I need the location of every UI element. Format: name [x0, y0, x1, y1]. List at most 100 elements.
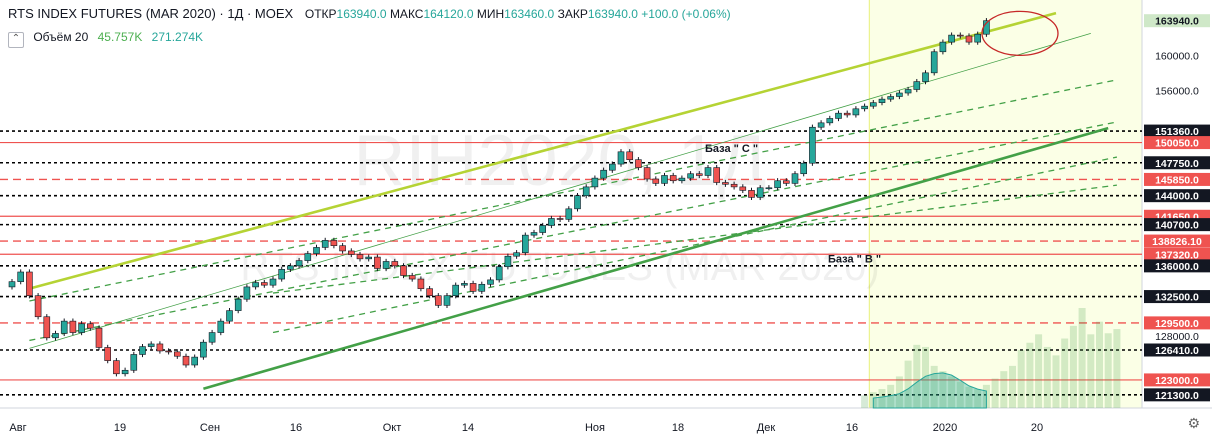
candle-body — [191, 356, 198, 366]
time-axis-label: 14 — [462, 422, 474, 434]
price-level-label: 138826.10 — [1152, 236, 1202, 248]
candle-body — [965, 35, 973, 43]
price-level-label: 150050.0 — [1155, 138, 1199, 150]
candle-body — [530, 232, 538, 236]
candle-body — [722, 182, 729, 185]
candle-body — [652, 178, 660, 184]
time-axis-label: Ноя — [585, 422, 605, 434]
volume-bar — [1061, 338, 1069, 408]
price-level-label: 163940.0 — [1155, 16, 1199, 28]
candle-body — [426, 288, 433, 296]
candle-body — [791, 173, 799, 184]
candle-body — [608, 163, 616, 171]
channel-lower-line — [203, 126, 1109, 390]
open-label: ОТКР — [304, 7, 337, 21]
price-level-label: 144000.0 — [1155, 191, 1199, 203]
base-c-label: База " С " — [705, 143, 758, 155]
price-level-tag — [1144, 14, 1210, 28]
price-level-tag — [1144, 156, 1210, 170]
candle-body — [896, 92, 903, 97]
candle-body — [539, 225, 547, 233]
price-level-label: 126410.0 — [1155, 345, 1199, 357]
base-b-label: База " В " — [828, 253, 881, 265]
volume-bar — [1043, 346, 1051, 408]
low-label: МИН — [476, 7, 505, 21]
price-level-tag — [1144, 172, 1210, 186]
price-level-tag — [1144, 373, 1210, 387]
candle-body — [826, 118, 834, 124]
time-axis-label: 18 — [672, 422, 684, 434]
volume-bar — [861, 395, 869, 408]
price-level-tag — [1144, 388, 1210, 402]
volume-bar — [1017, 350, 1025, 408]
volume-bar — [1078, 308, 1086, 408]
volume-label[interactable]: Объём 20 — [33, 30, 89, 44]
candle-body — [17, 271, 25, 282]
candle-body — [635, 159, 642, 168]
candle-body — [626, 151, 634, 160]
volume-bar — [895, 376, 903, 408]
candle-body — [26, 271, 33, 296]
candle-body — [234, 298, 242, 311]
price-level-label: 151360.0 — [1155, 126, 1199, 138]
price-level-label: 136000.0 — [1155, 261, 1199, 273]
candle-body — [678, 177, 686, 182]
candle-body — [869, 102, 877, 107]
volume-bar — [1104, 333, 1112, 408]
price-level-tag — [1144, 234, 1210, 248]
candle-body — [548, 218, 555, 226]
volume-bar — [939, 371, 947, 408]
volume-bar — [965, 386, 973, 408]
price-level-tag — [1144, 124, 1210, 138]
price-level-tag — [1144, 290, 1210, 304]
candle-body — [730, 183, 738, 188]
time-axis-label: Дек — [757, 422, 776, 434]
candle-body — [695, 173, 703, 176]
candle-body — [878, 98, 886, 103]
time-axis-label: 2020 — [933, 422, 957, 434]
candle-body — [582, 186, 590, 196]
candle-body — [365, 256, 373, 260]
candle-body — [617, 151, 625, 165]
candle-body — [147, 343, 155, 347]
candle-body — [887, 96, 895, 100]
volume-bar — [991, 378, 999, 408]
volume-bar — [948, 376, 956, 408]
candle-body — [34, 295, 42, 318]
candle-body — [417, 278, 425, 289]
candle-body — [800, 162, 808, 175]
candle-body — [95, 327, 103, 348]
volume-bar — [913, 344, 921, 408]
candle-body — [165, 350, 172, 353]
volume-value: 45.757K — [97, 30, 143, 44]
settings-gear-icon[interactable]: ⚙ — [1187, 415, 1200, 431]
candle-body — [313, 247, 320, 254]
candle-body — [948, 34, 955, 43]
candle-body — [478, 283, 486, 292]
price-level-label: 123000.0 — [1155, 375, 1199, 387]
collapse-legend-icon[interactable]: ⌃ — [8, 32, 24, 48]
candle-body — [60, 320, 68, 334]
symbol-title[interactable]: RTS INDEX FUTURES (MAR 2020) · 1Д · MOEX — [8, 6, 294, 21]
price-level-label: 132500.0 — [1155, 292, 1199, 304]
time-axis-label: 19 — [114, 422, 126, 434]
price-scale-bg — [1142, 0, 1212, 408]
candle-body — [174, 351, 181, 357]
candle-body — [443, 295, 451, 306]
candle-body — [574, 195, 581, 210]
candle-body — [339, 245, 346, 252]
candle-body — [226, 310, 233, 322]
candle-body — [278, 269, 286, 280]
candle-body — [78, 323, 85, 333]
highlight-zone — [869, 0, 1142, 408]
candle-body — [321, 240, 329, 248]
candle-body — [295, 260, 303, 267]
low-value: 163460.0 — [504, 7, 555, 21]
candle-body — [400, 265, 407, 276]
candle-body — [252, 282, 259, 288]
volume-bar — [1113, 329, 1121, 408]
candle-body — [669, 175, 677, 182]
price-level-label: 121300.0 — [1155, 390, 1199, 402]
